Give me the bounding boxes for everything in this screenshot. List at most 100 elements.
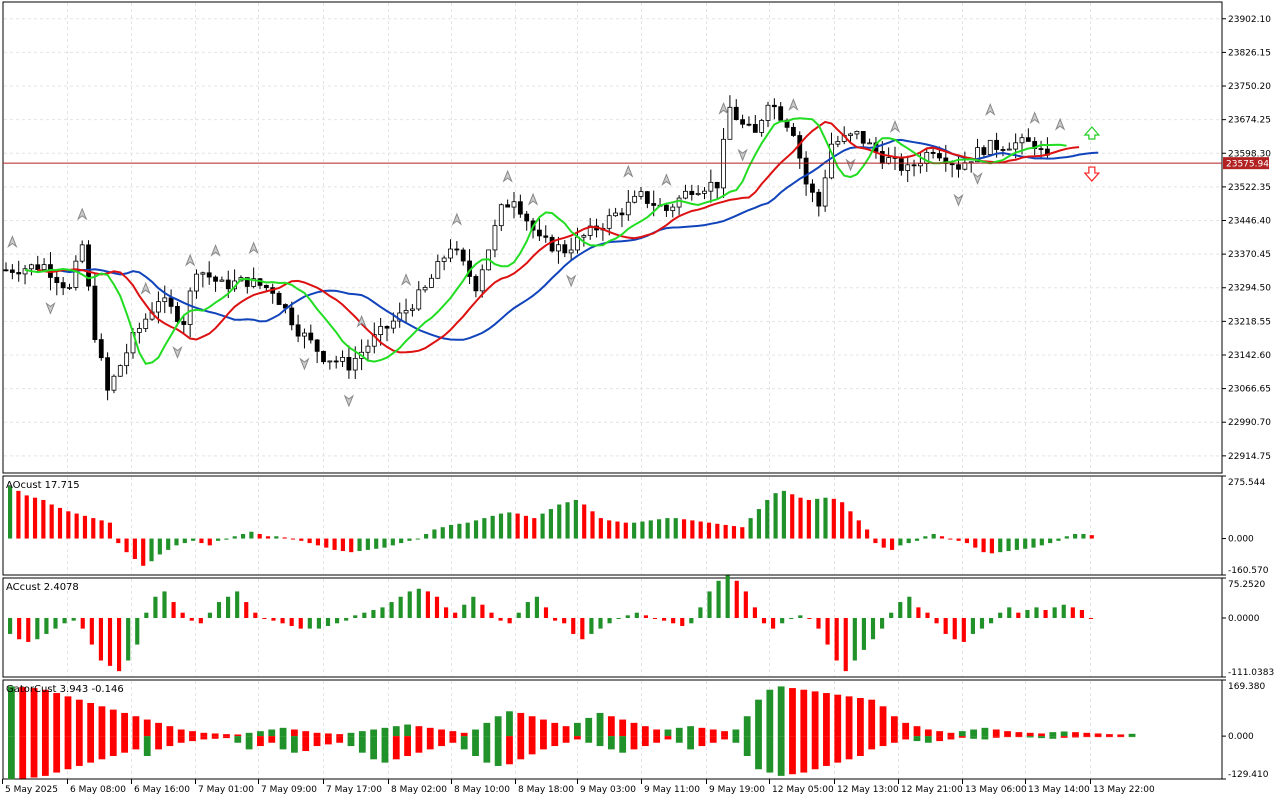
indicator-tick-label: 169.380 [1228,682,1265,692]
gator-lower-bar [200,736,208,740]
histogram-bar [914,538,920,541]
gator-upper-bar [890,716,898,737]
histogram-bar [357,538,362,552]
histogram-bar [671,617,676,624]
histogram-bar [440,527,445,539]
time-tick-label: 13 May 14:00 [1028,785,1090,795]
gator-upper-bar [143,719,151,737]
gator-lower-bar [30,736,38,778]
time-tick-label: 7 May 17:00 [326,785,382,795]
gator-upper-bar [279,727,287,737]
gator-upper-bar [709,729,717,737]
candle-body [194,273,199,292]
candle-body [105,357,110,391]
gator-upper-bar [381,727,389,737]
ao-indicator-pane[interactable] [8,486,1094,566]
time-tick-label: 12 May 05:00 [772,785,834,795]
histogram-bar [507,512,512,539]
histogram-bar [1031,538,1036,548]
gator-lower-bar [823,736,830,766]
histogram-bar [823,497,828,539]
candle-body [117,365,123,377]
candle-body [651,203,657,206]
fractal-up-arrow [1054,117,1066,131]
price-tick-label: 23370.45 [1228,250,1271,260]
pane-border [2,679,1223,780]
histogram-bar [948,538,953,540]
histogram-bar [607,617,612,624]
gator-lower-bar [585,736,593,743]
histogram-bar [923,536,928,539]
histogram-bar [634,612,639,618]
histogram-bar [1016,612,1021,618]
histogram-bar [244,602,249,618]
gator-upper-bar [483,722,491,737]
gator-upper-bar [528,716,536,737]
histogram-bar [71,617,76,621]
histogram-bar [265,536,271,539]
gator-lower-bar [257,736,264,747]
candle-body [378,325,384,336]
ac-indicator-pane[interactable] [8,575,1094,672]
histogram-bar [643,615,648,618]
candle-body [714,181,720,189]
candle-body [816,191,822,207]
gator-upper-bar [392,726,400,737]
histogram-bar [199,538,204,544]
candle-body [143,318,149,329]
gator-lower-bar [19,736,27,779]
gator-upper-bar [992,729,1000,737]
indicator-tick-label: 0.0000 [1228,614,1260,624]
candle-body [54,277,60,283]
histogram-bar [565,502,570,539]
gator-lower-bar [370,736,378,760]
gator-lower-bar [619,736,627,753]
alligator-lips-line [24,117,1067,365]
gator-upper-bar [981,727,989,737]
histogram-bar [271,617,276,621]
candle-body [803,157,809,185]
candle-body [448,248,453,259]
histogram-bar [216,602,222,618]
fractal-up-arrow [889,120,901,133]
histogram-bar [773,493,778,539]
histogram-bar [332,538,337,550]
gator-lower-bar [924,736,932,743]
histogram-bar [191,538,196,541]
candle-body [702,190,707,194]
candle-body [289,307,295,326]
time-tick-label: 6 May 16:00 [134,785,190,795]
histogram-bar [761,617,767,624]
gator-upper-bar [721,731,728,737]
gator-upper-bar [970,729,977,737]
gator-lower-bar [1083,736,1091,738]
gator-lower-bar [336,736,344,743]
histogram-bar [365,538,370,550]
histogram-bar [1081,534,1086,539]
fractal-up-arrow [985,103,996,116]
candle-body [460,249,466,262]
price-tick-label: 22990.70 [1228,418,1271,428]
histogram-bar [444,607,449,618]
main-price-pane[interactable] [3,95,1222,408]
gator-lower-bar [223,736,230,739]
gator-lower-bar [721,736,728,740]
histogram-bar [789,617,794,619]
ao-title: AOcust 17.715 [6,480,80,491]
gator-lower-bar [562,736,570,743]
gator-lower-bar [449,736,457,743]
gator-lower-bar [75,736,83,766]
gator-indicator-pane[interactable] [8,686,1136,780]
histogram-bar [424,534,429,539]
histogram-bar [462,604,467,618]
histogram-bar [562,617,567,624]
histogram-bar [1007,607,1012,618]
histogram-bar [349,538,354,553]
gator-lower-bar [596,736,604,747]
gator-lower-bar [109,736,117,757]
candle-body [302,332,307,337]
histogram-bar [881,538,886,548]
gator-lower-bar [234,736,242,743]
histogram-bar [706,522,712,539]
